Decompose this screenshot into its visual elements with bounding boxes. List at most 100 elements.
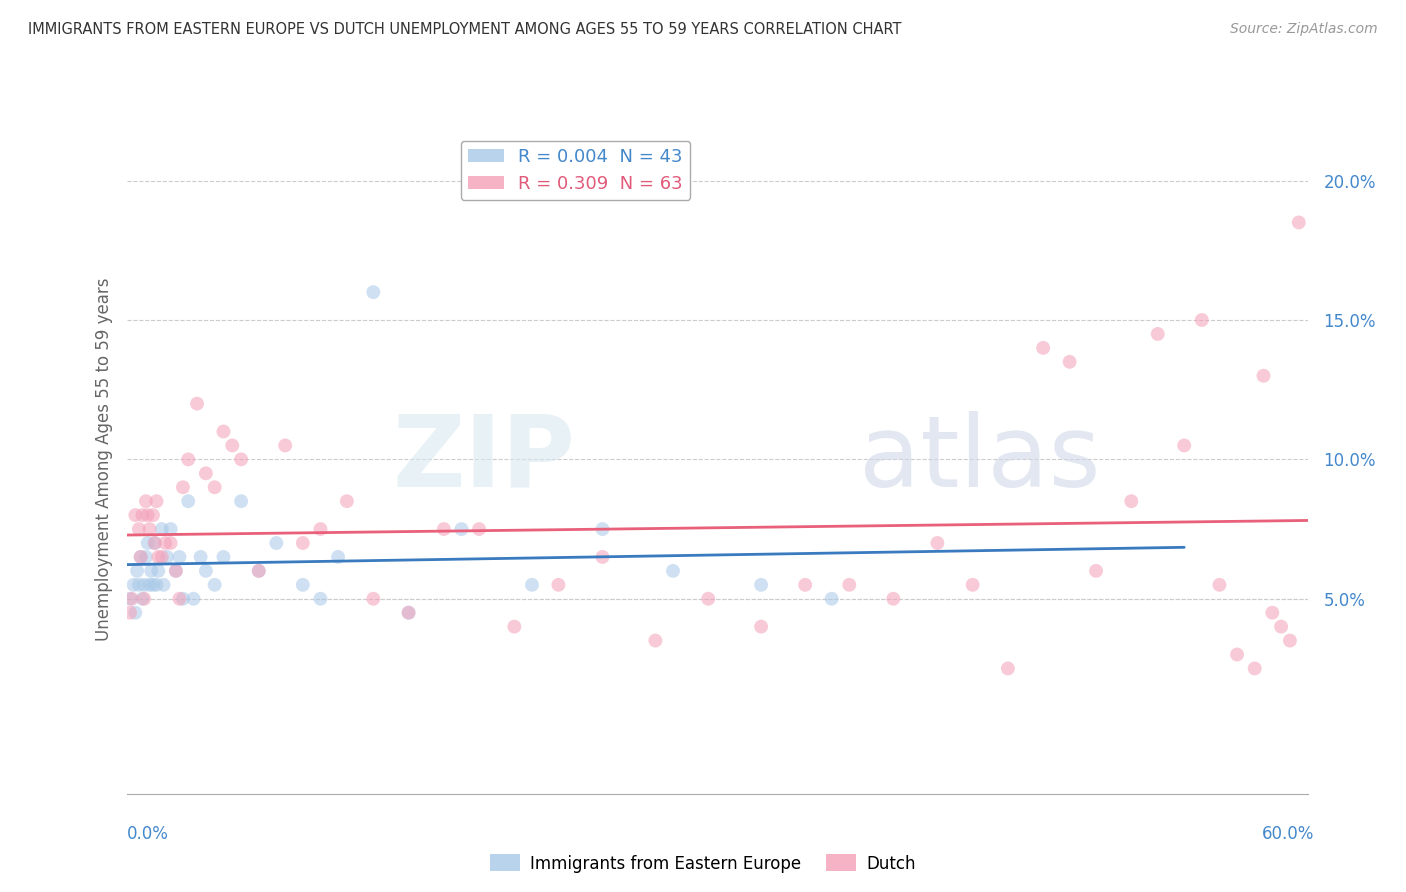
Point [145, 578, 167, 592]
Point [165, 564, 187, 578]
Point [138, 578, 160, 592]
Point [135, 549, 157, 564]
Point [326, 549, 349, 564]
Point [129, 549, 152, 564]
Point [1191, 313, 1213, 327]
Point [1288, 215, 1310, 229]
Point [1261, 606, 1284, 620]
Point [120, 591, 142, 606]
Text: 60.0%: 60.0% [1263, 825, 1315, 843]
Point [592, 522, 614, 536]
Point [138, 522, 160, 536]
Point [177, 494, 200, 508]
Point [141, 564, 163, 578]
Legend: R = 0.004  N = 43, R = 0.309  N = 63: R = 0.004 N = 43, R = 0.309 N = 63 [461, 141, 690, 200]
Point [1226, 648, 1249, 662]
Point [229, 452, 252, 467]
Point [1146, 326, 1168, 341]
Point [644, 633, 666, 648]
Point [309, 522, 332, 536]
Point [124, 508, 146, 523]
Point [547, 578, 569, 592]
Point [221, 438, 243, 452]
Point [134, 578, 156, 592]
Point [186, 396, 208, 410]
Point [169, 549, 191, 564]
Point [204, 578, 226, 592]
Point [1085, 564, 1108, 578]
Point [363, 285, 385, 300]
Legend: Immigrants from Eastern Europe, Dutch: Immigrants from Eastern Europe, Dutch [484, 847, 922, 880]
Y-axis label: Unemployment Among Ages 55 to 59 years: Unemployment Among Ages 55 to 59 years [94, 277, 112, 641]
Point [1173, 438, 1195, 452]
Point [183, 591, 205, 606]
Point [159, 536, 181, 550]
Point [520, 578, 543, 592]
Point [927, 536, 949, 550]
Point [1121, 494, 1143, 508]
Point [503, 619, 526, 633]
Point [749, 578, 772, 592]
Point [662, 564, 685, 578]
Point [135, 494, 157, 508]
Point [128, 522, 150, 536]
Point [169, 591, 191, 606]
Text: 0.0%: 0.0% [127, 825, 169, 843]
Point [592, 549, 614, 564]
Point [134, 591, 156, 606]
Point [229, 494, 252, 508]
Point [247, 564, 270, 578]
Point [136, 508, 159, 523]
Point [882, 591, 904, 606]
Point [212, 549, 235, 564]
Point [142, 578, 165, 592]
Point [121, 591, 143, 606]
Point [152, 578, 174, 592]
Point [433, 522, 456, 536]
Point [136, 536, 159, 550]
Point [274, 438, 297, 452]
Text: ZIP: ZIP [392, 411, 575, 508]
Point [131, 508, 153, 523]
Point [122, 578, 145, 592]
Point [120, 606, 142, 620]
Point [142, 508, 165, 523]
Text: IMMIGRANTS FROM EASTERN EUROPE VS DUTCH UNEMPLOYMENT AMONG AGES 55 TO 59 YEARS C: IMMIGRANTS FROM EASTERN EUROPE VS DUTCH … [28, 22, 901, 37]
Point [148, 564, 170, 578]
Point [212, 425, 235, 439]
Point [150, 549, 173, 564]
Point [143, 536, 166, 550]
Point [124, 606, 146, 620]
Point [468, 522, 491, 536]
Point [291, 536, 314, 550]
Point [128, 578, 150, 592]
Point [309, 591, 332, 606]
Point [145, 494, 167, 508]
Point [336, 494, 359, 508]
Point [363, 591, 385, 606]
Point [1059, 355, 1081, 369]
Point [266, 536, 288, 550]
Point [1270, 619, 1292, 633]
Point [1243, 661, 1265, 675]
Point [165, 564, 187, 578]
Point [177, 452, 200, 467]
Point [172, 480, 194, 494]
Point [291, 578, 314, 592]
Point [247, 564, 270, 578]
Point [749, 619, 772, 633]
Point [1032, 341, 1054, 355]
Point [450, 522, 472, 536]
Text: atlas: atlas [859, 411, 1101, 508]
Point [962, 578, 984, 592]
Point [794, 578, 817, 592]
Point [172, 591, 194, 606]
Point [204, 480, 226, 494]
Point [1208, 578, 1230, 592]
Point [820, 591, 842, 606]
Point [398, 606, 420, 620]
Point [150, 522, 173, 536]
Point [1278, 633, 1301, 648]
Point [148, 549, 170, 564]
Point [155, 536, 177, 550]
